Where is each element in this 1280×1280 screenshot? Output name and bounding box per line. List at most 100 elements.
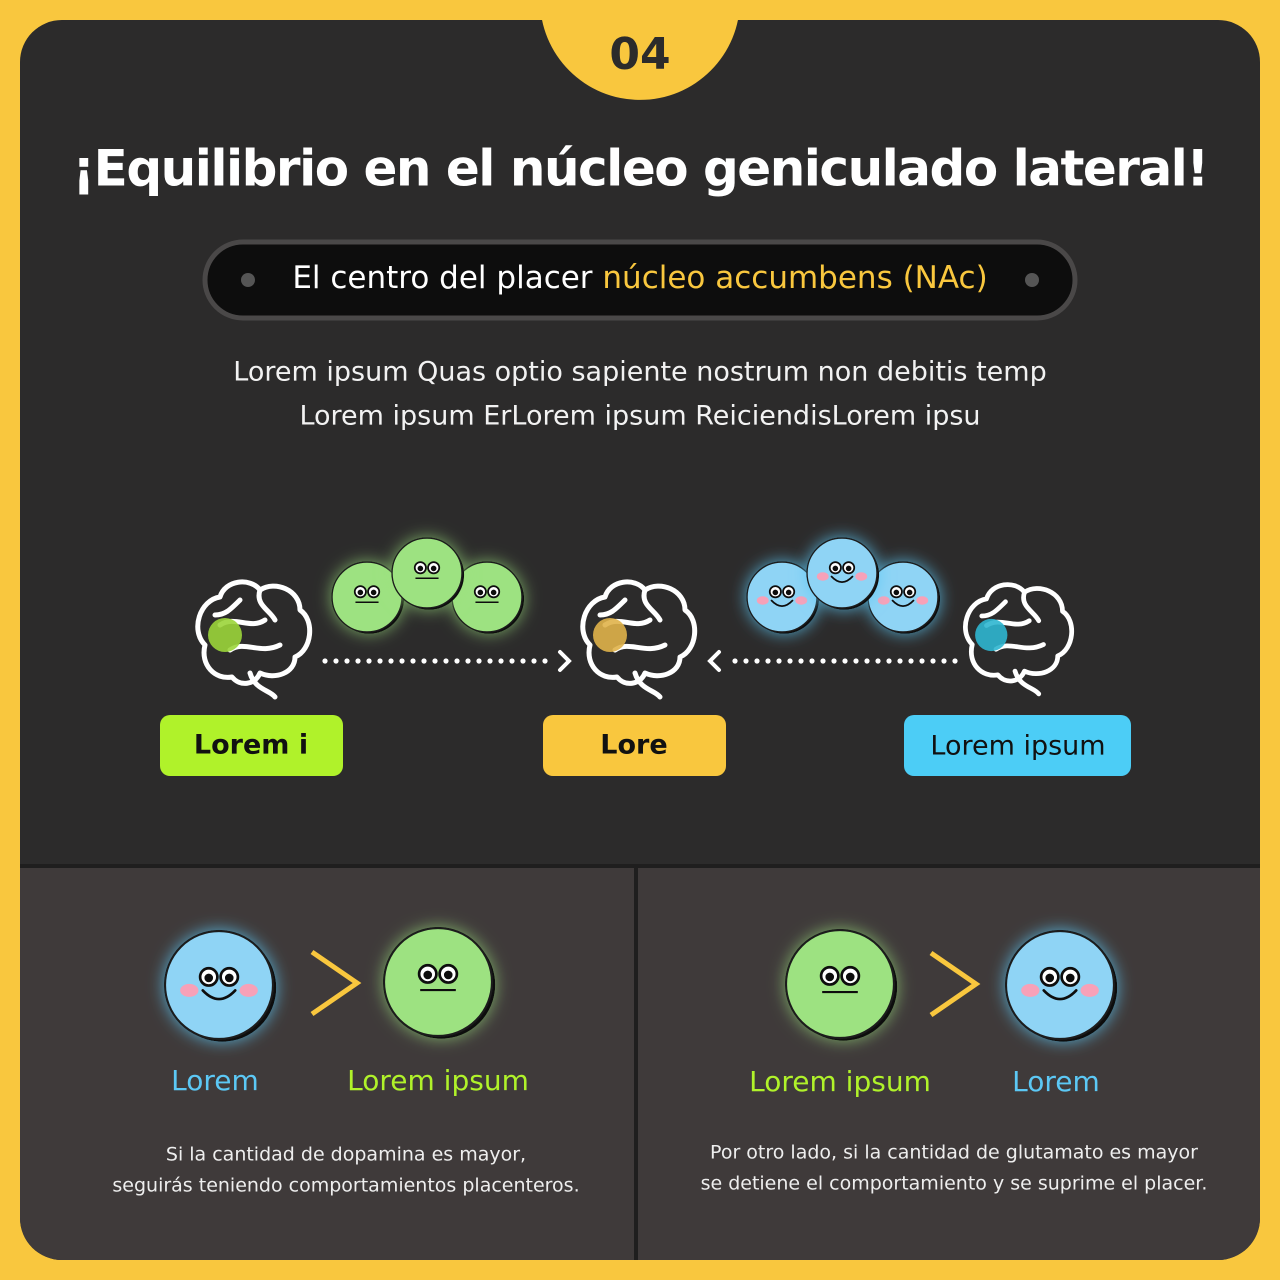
panel-label: Lorem ipsum (347, 1064, 529, 1097)
dot (432, 658, 438, 664)
mouth (770, 599, 794, 607)
dot (864, 658, 870, 664)
caption: Por otro lado, si la cantidad de glutama… (710, 1142, 1198, 1164)
dot (531, 658, 537, 664)
cheek (1080, 983, 1099, 997)
neutral-face (331, 561, 405, 634)
badge (540, 0, 740, 100)
cheek (1021, 983, 1040, 997)
caption: seguirás teniendo comportamientos placen… (112, 1175, 579, 1197)
pill-highlight: núcleo accumbens (NAc) (602, 260, 987, 296)
brain-fold (212, 587, 283, 700)
dot (476, 658, 482, 664)
panel-label: Lorem (1012, 1065, 1100, 1098)
pupil (772, 589, 779, 596)
pupil (370, 589, 377, 596)
cheek (855, 572, 868, 581)
dot (322, 658, 328, 664)
bottom-panels (20, 866, 1260, 1260)
brain-fold (979, 589, 1046, 697)
dot (377, 658, 383, 664)
label: Lorem ipsum (930, 731, 1105, 762)
dot (952, 658, 958, 664)
dot (908, 658, 914, 664)
happy-face (163, 929, 277, 1042)
arrow-head (707, 650, 721, 672)
pupil (224, 973, 234, 983)
pupil (832, 565, 839, 572)
mouth (830, 575, 854, 583)
dot (333, 658, 339, 664)
label: Lorem i (194, 730, 308, 761)
illustration (163, 537, 1118, 1042)
face (1004, 929, 1116, 1041)
dot (344, 658, 350, 664)
dot (498, 658, 504, 664)
pupil (490, 589, 497, 596)
dot (930, 658, 936, 664)
pupil (845, 565, 852, 572)
cheek (816, 572, 829, 581)
caption: Si la cantidad de dopamina es mayor, (166, 1144, 526, 1166)
mouth (891, 599, 915, 607)
face (382, 926, 494, 1038)
dot (520, 658, 526, 664)
panel-label: Lorem ipsum (749, 1065, 931, 1098)
brain-outline (963, 582, 1074, 684)
happy-face (806, 537, 880, 610)
pill (202, 239, 1078, 321)
brain-spot (975, 618, 1008, 652)
label-box (160, 715, 343, 776)
dot (919, 658, 925, 664)
happy-face (1004, 929, 1118, 1042)
label-box (904, 715, 1131, 776)
dot (410, 658, 416, 664)
cheek (795, 596, 808, 605)
pill-text: El centro del placer núcleo accumbens (N… (292, 260, 987, 296)
neutral-face (391, 537, 465, 610)
brain-fold (597, 587, 668, 700)
brain-outline (580, 579, 698, 686)
dot (897, 658, 903, 664)
dot (875, 658, 881, 664)
happy-face (746, 561, 820, 634)
neutral-face (451, 561, 525, 634)
dot (399, 658, 405, 664)
dot (366, 658, 372, 664)
title: ¡Equilibrio en el núcleo geniculado late… (72, 140, 1207, 198)
dot (454, 658, 460, 664)
dot (853, 658, 859, 664)
intro-line: Lorem ipsum Quas optio sapiente nostrum … (233, 357, 1046, 388)
brain-spot (593, 618, 627, 652)
label-box (543, 715, 726, 776)
arrow-head (558, 650, 572, 672)
dot (765, 658, 771, 664)
pupil (430, 565, 437, 572)
dot (787, 658, 793, 664)
pupil (477, 589, 484, 596)
dot (842, 658, 848, 664)
dot (388, 658, 394, 664)
dot (886, 658, 892, 664)
pill-plain: El centro del placer (292, 260, 602, 296)
pupil (785, 589, 792, 596)
dot (754, 658, 760, 664)
face (806, 537, 878, 609)
pupil (845, 972, 855, 982)
neutral-face (784, 928, 898, 1041)
brain-spot (208, 618, 242, 652)
dot (776, 658, 782, 664)
brain (580, 579, 698, 700)
brain-outline (195, 579, 313, 686)
face (391, 537, 463, 609)
dot (443, 658, 449, 664)
dot (831, 658, 837, 664)
dot (798, 658, 804, 664)
neutral-face (382, 926, 496, 1039)
greater-than (310, 949, 362, 1017)
brain (195, 579, 313, 700)
pill-dot (241, 273, 255, 287)
pupil (357, 589, 364, 596)
mouth (201, 989, 237, 1001)
pupil (1045, 973, 1055, 983)
